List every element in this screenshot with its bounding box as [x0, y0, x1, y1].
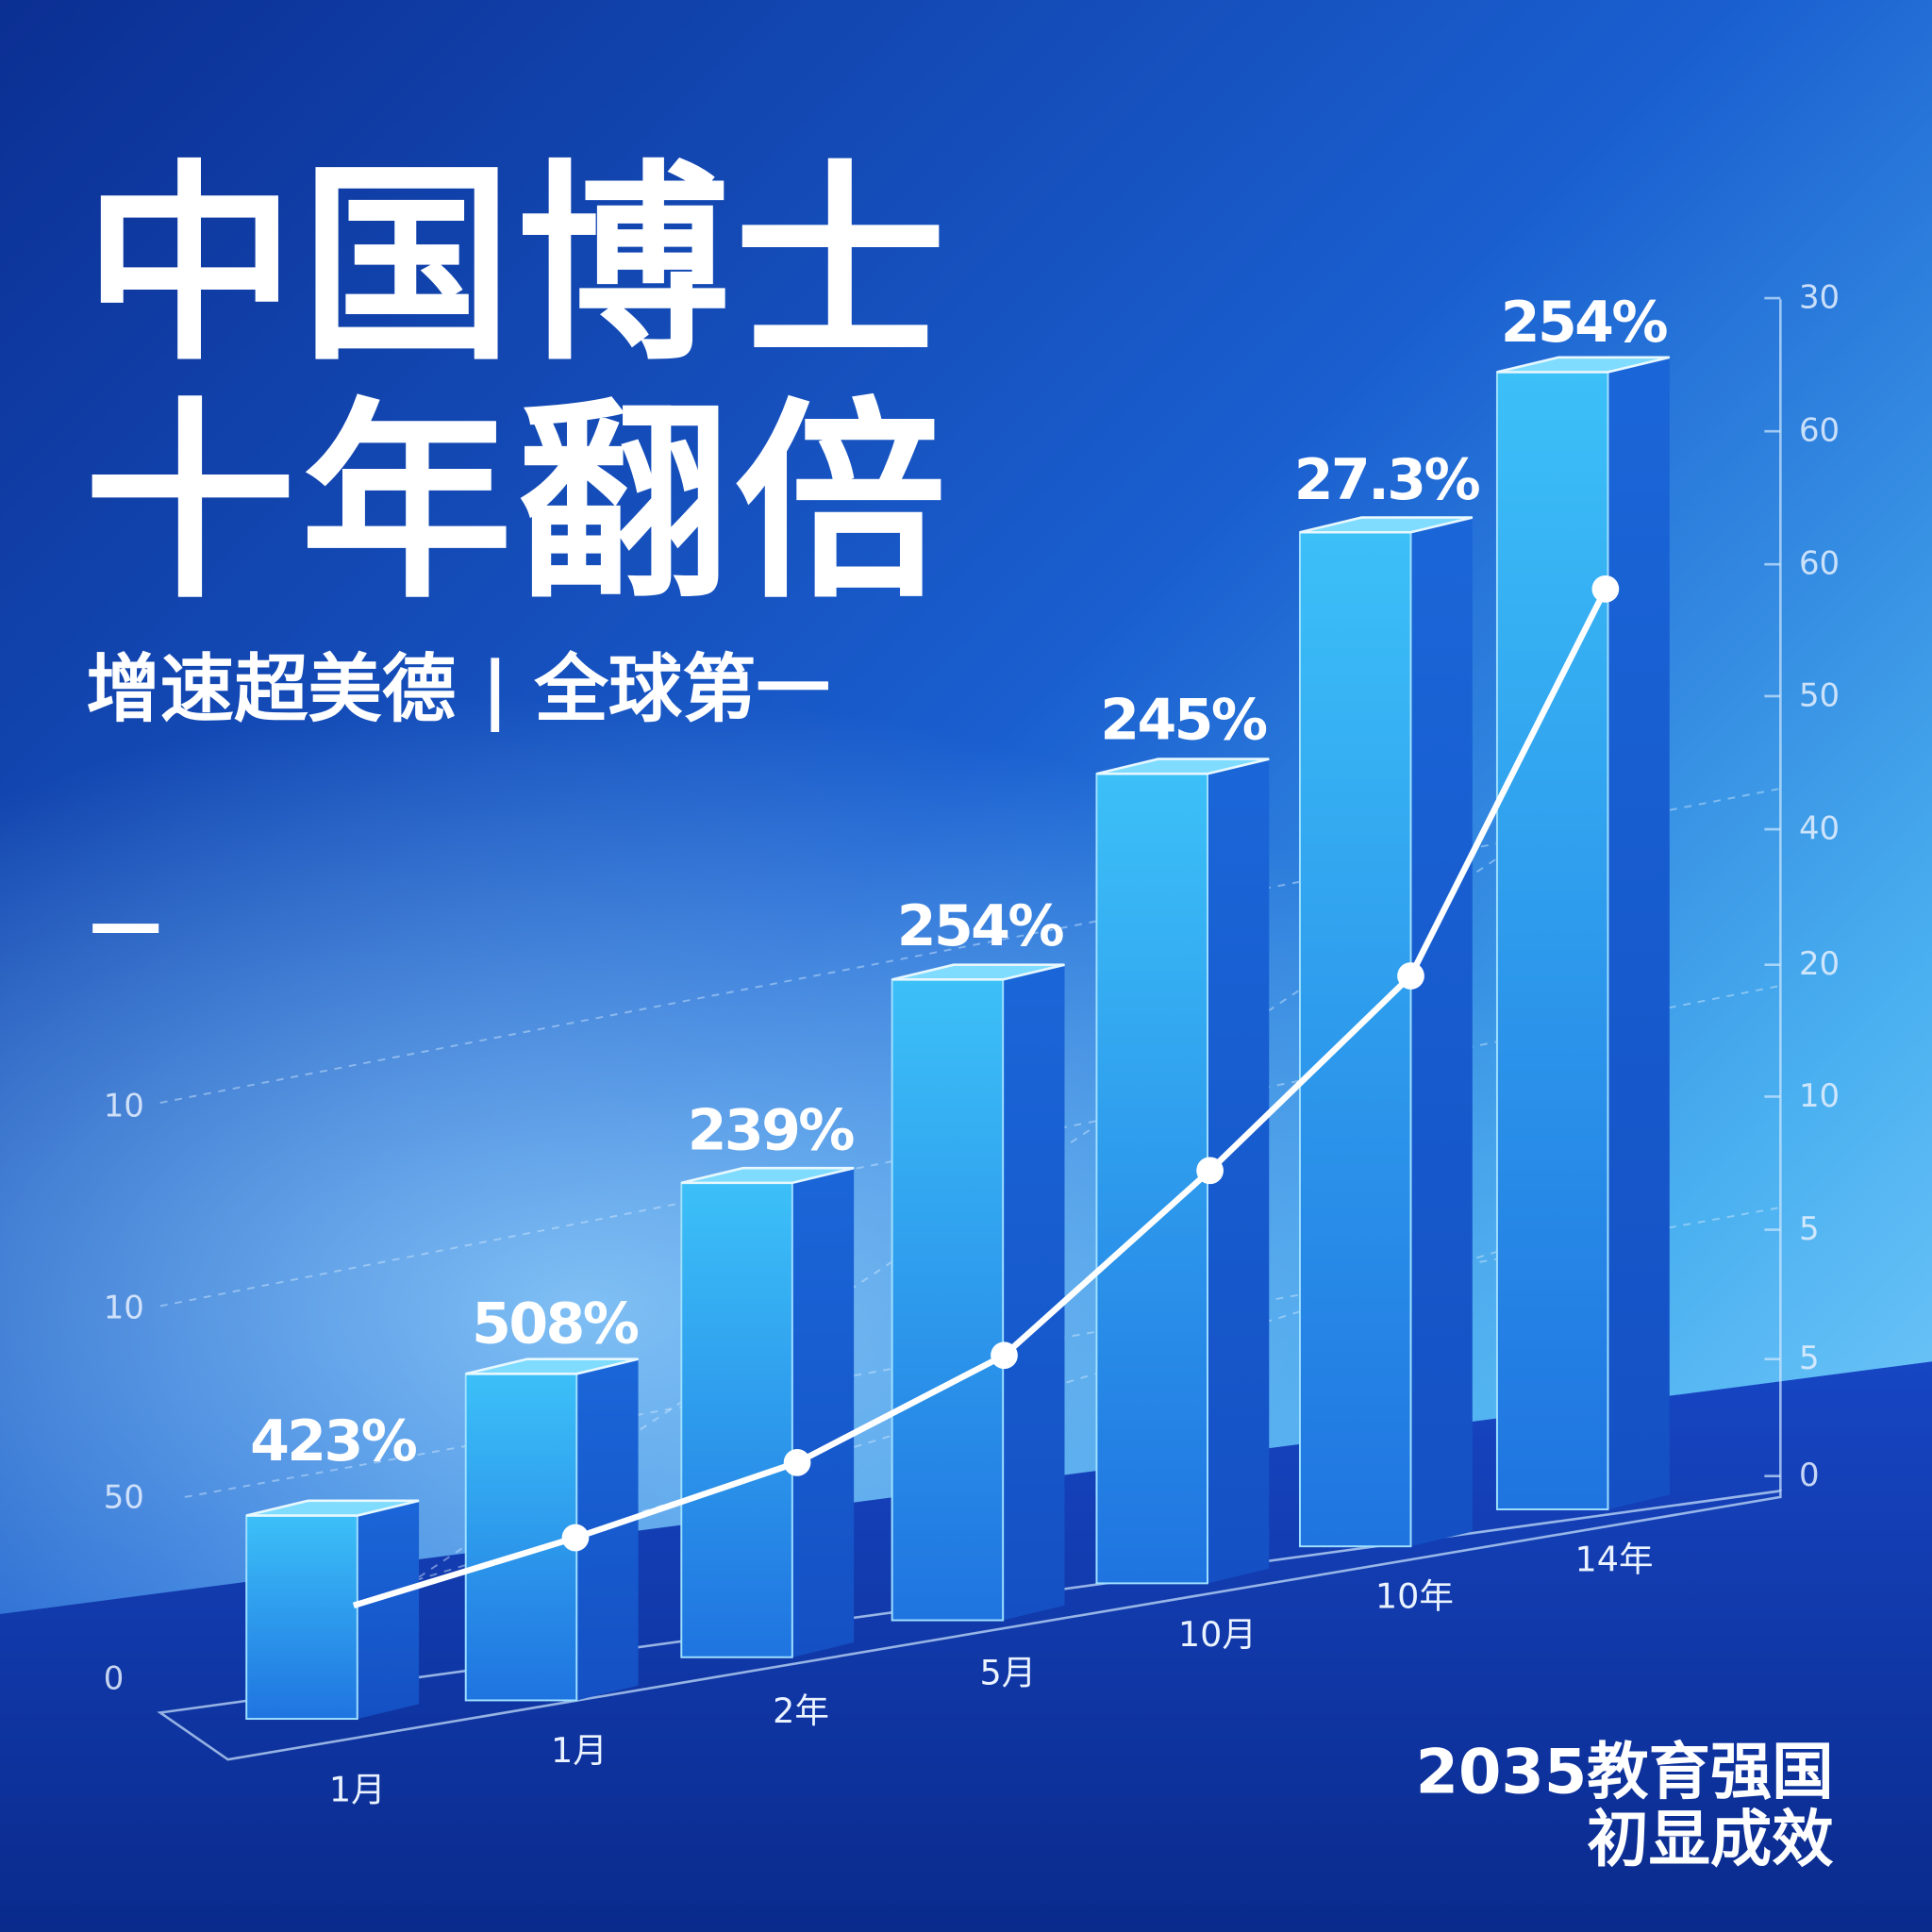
bar-top — [1096, 758, 1270, 775]
trend-point — [1196, 1157, 1224, 1185]
footer-line: 2035教育强国 — [1416, 1736, 1834, 1807]
bar-front — [464, 1373, 578, 1702]
right-axis-label: 30 — [1799, 279, 1840, 317]
bar-side — [1003, 964, 1065, 1621]
bar-top — [680, 1166, 855, 1185]
x-tick-label: 5月 — [979, 1652, 1036, 1692]
bar-label: 254% — [897, 893, 1064, 959]
title-line: 十年翻倍 — [84, 379, 951, 626]
x-tick-label: 10月 — [1178, 1614, 1257, 1655]
left-axis-label: 10 — [104, 1087, 144, 1124]
bar-side — [1208, 758, 1270, 1584]
right-axis-label: 50 — [1799, 676, 1840, 714]
bar-front — [680, 1181, 793, 1658]
right-axis-label: 0 — [1799, 1457, 1820, 1494]
bar-front — [1495, 371, 1609, 1510]
trend-point — [561, 1524, 590, 1552]
bar-side — [1410, 517, 1473, 1547]
x-tick-label: 10年 — [1375, 1575, 1454, 1616]
left-axis-label: 10 — [104, 1290, 144, 1327]
bar-label: 27.3% — [1294, 447, 1480, 513]
trend-point — [991, 1341, 1018, 1370]
left-axis-label: 50 — [104, 1479, 144, 1517]
bar-side — [357, 1500, 420, 1720]
bar-label: 254% — [1501, 290, 1668, 356]
right-axis-label: 10 — [1799, 1077, 1840, 1115]
bar-top — [1496, 356, 1671, 374]
bar-top — [1299, 516, 1474, 534]
left-axis-label: 0 — [104, 1660, 125, 1698]
bar-side — [791, 1168, 855, 1657]
bar-top — [891, 963, 1065, 981]
bar-label: 423% — [250, 1408, 417, 1474]
trend-point — [1591, 575, 1620, 603]
bar-front — [891, 978, 1005, 1622]
x-tick-label: 2年 — [773, 1690, 829, 1731]
dash: — — [89, 881, 162, 967]
title-line: 中国博士 — [84, 142, 951, 389]
x-tick-label: 1月 — [329, 1770, 386, 1810]
right-axis-label: 20 — [1799, 945, 1840, 983]
right-axis-label: 5 — [1799, 1340, 1820, 1377]
trend-point — [1397, 962, 1424, 990]
bar-front — [1298, 531, 1412, 1548]
bar-front — [1095, 773, 1208, 1585]
bar-top — [465, 1357, 639, 1375]
x-tick-label: 1月 — [551, 1730, 608, 1771]
trend-point — [783, 1449, 811, 1476]
right-axis-label: 40 — [1799, 809, 1840, 847]
bar-label: 245% — [1100, 688, 1267, 754]
bar-label: 239% — [688, 1098, 855, 1164]
right-axis-label: 60 — [1799, 545, 1840, 583]
bar-front — [245, 1514, 358, 1721]
right-axis-label: 60 — [1799, 412, 1840, 450]
bar-label: 508% — [472, 1291, 639, 1357]
bar-top — [245, 1499, 420, 1517]
subtitle: 增速超美德 | 全球第一 — [86, 647, 829, 733]
chart: 423% 1月 508% 1月 239% 2年 254% 5月 245% 10月 27.3% 10年 2… — [104, 279, 1840, 1810]
right-axis-label: 5 — [1799, 1210, 1820, 1248]
x-tick-label: 14年 — [1574, 1539, 1653, 1579]
bar-side — [1607, 357, 1670, 1509]
footer-line: 初显成效 — [1587, 1804, 1833, 1875]
